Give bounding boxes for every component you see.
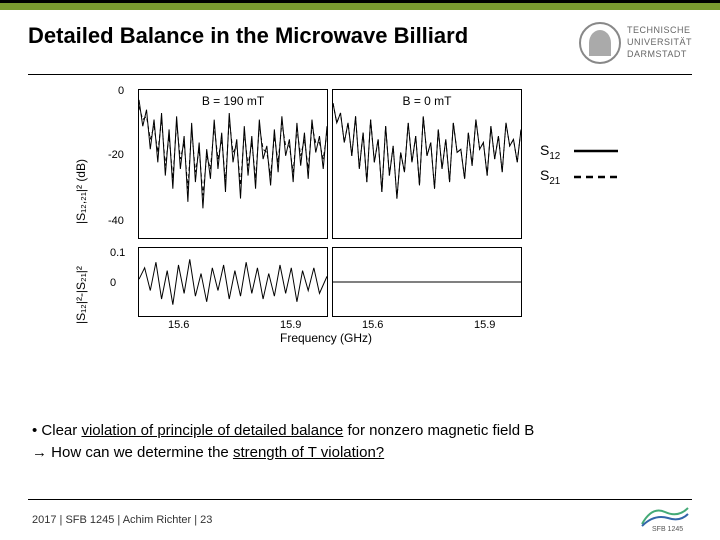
legend-s12-sym: S	[540, 142, 549, 158]
bullet1-ul: violation of principle of detailed balan…	[81, 422, 343, 439]
legend-s12: S12	[540, 139, 618, 164]
panel-top-left: B = 190 mT	[138, 89, 328, 239]
bullet1-pre: • Clear	[32, 422, 81, 439]
legend-s21-line	[574, 166, 618, 188]
xtick-r-0: 15.6	[362, 319, 383, 331]
panel-bottom-left	[138, 247, 328, 317]
ytick-top-1: -20	[108, 149, 124, 161]
legend-s21-sym: S	[540, 167, 549, 183]
ytick-bot-0: 0.1	[110, 247, 125, 259]
xlabel: Frequency (GHz)	[280, 331, 372, 345]
uni-line1: TECHNISCHE	[627, 25, 692, 37]
bullet2-pre: → How can we determine the	[32, 444, 233, 461]
panel-tr-title: B = 0 mT	[402, 94, 451, 108]
university-name: TECHNISCHE UNIVERSITÄT DARMSTADT	[627, 25, 692, 60]
legend-s12-line	[574, 140, 618, 162]
footer-text: 2017 | SFB 1245 | Achim Richter | 23	[32, 514, 212, 526]
title-divider	[28, 74, 692, 75]
ytick-bot-1: 0	[110, 277, 116, 289]
legend-s21: S21	[540, 164, 618, 189]
university-logo: TECHNISCHE UNIVERSITÄT DARMSTADT	[579, 22, 692, 64]
ytick-top-0: 0	[118, 85, 124, 97]
sfb-logo: SFB 1245	[640, 500, 690, 532]
bullet2-ul: strength of T violation?	[233, 444, 384, 461]
sfb-label-text: SFB 1245	[652, 526, 683, 532]
uni-line3: DARMSTADT	[627, 49, 692, 61]
footer-divider	[28, 499, 692, 500]
ytick-top-2: -40	[108, 215, 124, 227]
athena-icon	[579, 22, 621, 64]
xtick-l-0: 15.6	[168, 319, 189, 331]
accent-bar	[0, 0, 720, 10]
panel-bottom-right	[332, 247, 522, 317]
panel-tl-title: B = 190 mT	[202, 94, 264, 108]
bullet-1: • Clear violation of principle of detail…	[32, 420, 682, 442]
ylabel-top: |S₁₂,₂₁|² (dB)	[74, 159, 88, 224]
uni-line2: UNIVERSITÄT	[627, 37, 692, 49]
legend-s12-sub: 12	[549, 151, 560, 162]
bullet-2: → How can we determine the strength of T…	[32, 442, 682, 464]
bullets: • Clear violation of principle of detail…	[32, 420, 682, 464]
legend-s21-sub: 21	[549, 176, 560, 187]
ylabel-bottom: |S₁₂|²-|S₂₁|²	[74, 266, 88, 324]
figure: |S₁₂,₂₁|² (dB) |S₁₂|²-|S₂₁|² Frequency (…	[80, 89, 640, 349]
bullet1-post: for nonzero magnetic field B	[343, 422, 534, 439]
xtick-r-1: 15.9	[474, 319, 495, 331]
xtick-l-1: 15.9	[280, 319, 301, 331]
legend: S12 S21	[540, 139, 618, 190]
slide-title: Detailed Balance in the Microwave Billia…	[28, 22, 468, 50]
panel-top-right: B = 0 mT	[332, 89, 522, 239]
title-region: Detailed Balance in the Microwave Billia…	[0, 10, 720, 70]
